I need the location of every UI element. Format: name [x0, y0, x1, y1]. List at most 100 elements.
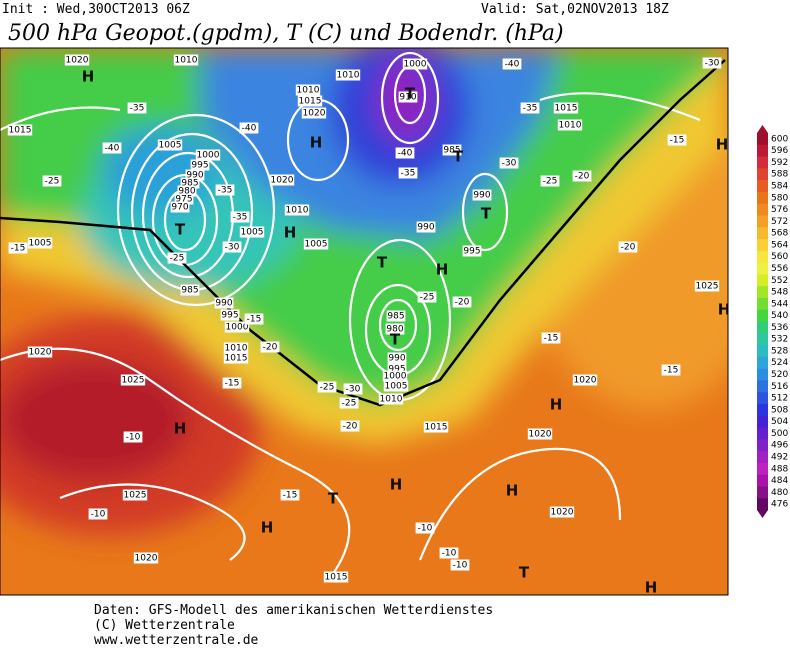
temperature-label-box: [343, 383, 363, 395]
pressure-label-box: [185, 169, 205, 181]
temperature-label-box: [317, 381, 337, 393]
temperature-label-box: [499, 157, 519, 169]
pressure-label-box: [323, 571, 349, 583]
pressure-label-box: [220, 309, 240, 321]
colorbar-label: 520: [771, 370, 788, 380]
temperature-label: -15: [247, 315, 262, 325]
pressure-label: 1020: [271, 176, 294, 186]
temperature-label-box: [123, 431, 143, 443]
colorbar-segment: [757, 239, 768, 252]
pressure-label-box: [378, 393, 404, 405]
pressure-label-box: [442, 144, 462, 156]
temperature-label: -35: [233, 213, 248, 223]
colorbar-label: 508: [771, 405, 788, 415]
temperature-label: -15: [225, 379, 240, 389]
temperature-label: -10: [418, 524, 433, 534]
pressure-label: 1015: [425, 423, 448, 433]
pressure-label: 1010: [225, 344, 248, 354]
temperature-label: -35: [130, 104, 145, 114]
pressure-label: 985: [387, 312, 404, 322]
pressure-label-box: [190, 159, 210, 171]
temperature-label: -25: [543, 177, 558, 187]
colorbar-segment: [757, 191, 768, 205]
temperature-label: -15: [670, 136, 685, 146]
temperature-label: -20: [263, 343, 278, 353]
temperature-label: -30: [225, 243, 240, 253]
temperature-label: -35: [523, 104, 538, 114]
colorbar-label: 592: [771, 158, 788, 168]
pressure-label-box: [214, 297, 234, 309]
colorbar-label: 504: [771, 417, 788, 427]
pressure-label: 1000: [404, 60, 427, 70]
pressure-label: 995: [388, 365, 405, 375]
pressure-label-box: [572, 374, 598, 386]
pressure-label: 1015: [299, 97, 322, 107]
colorbar-segment: [757, 144, 768, 158]
pressure-label: 1010: [175, 56, 198, 66]
pressure-label: 1010: [286, 206, 309, 216]
pressure-label: 1015: [555, 104, 578, 114]
contour-552: [0, 59, 726, 407]
temperature-label: -15: [664, 366, 679, 376]
temperature-label-box: [8, 242, 28, 254]
temperature-label-box: [215, 184, 235, 196]
colorbar-label: 580: [771, 193, 788, 203]
temperature-label-box: [661, 364, 681, 376]
map-frame: [0, 47, 729, 596]
temperature-label-box: [42, 175, 62, 187]
pressure-label-box: [383, 380, 409, 392]
colorbar-label: 528: [771, 346, 788, 356]
pressure-label: 1020: [135, 554, 158, 564]
colorbar-label: 568: [771, 229, 788, 239]
colorbar-segment: [757, 286, 768, 299]
colorbar-label: 484: [771, 476, 788, 486]
pressure-label: 985: [181, 179, 198, 189]
colorbar-label: 564: [771, 240, 788, 250]
temperature-label: -40: [242, 124, 257, 134]
pressure-label-box: [7, 124, 33, 136]
pressure-label-box: [301, 107, 327, 119]
colorbar-label: 572: [771, 217, 788, 227]
temperature-label: -25: [320, 383, 335, 393]
colorbar-label: 548: [771, 288, 788, 298]
colorbar-segment: [757, 321, 768, 334]
colorbar-segment: [757, 262, 768, 275]
title: 500 hPa Geopot.(gpdm), T (C) und Bodendr…: [8, 21, 564, 46]
colorbar-segment: [757, 380, 768, 393]
colorbar-label: 584: [771, 182, 788, 192]
colorbar-label: 516: [771, 382, 788, 392]
colorbar-segment: [757, 309, 768, 322]
temperature-label-box: [239, 122, 259, 134]
temperature-label-box: [230, 211, 250, 223]
pressure-label-box: [387, 363, 407, 375]
pressure-label-box: [549, 506, 575, 518]
temperature-label: -15: [283, 491, 298, 501]
colorbar-label: 512: [771, 394, 788, 404]
colorbar-segment: [757, 462, 768, 476]
colorbar-segment: [757, 227, 768, 240]
pressure-label: 985: [443, 146, 460, 156]
pressure-center: T: [405, 85, 416, 103]
pressure-label: 1020: [29, 348, 52, 358]
pressure-label-box: [27, 237, 53, 249]
colorbar: 6005965925885845805765725685645605565525…: [757, 125, 788, 518]
pressure-label: 1010: [559, 121, 582, 131]
footer-line: Daten: GFS-Modell des amerikanischen Wet…: [94, 603, 493, 618]
temperature-label-box: [702, 57, 722, 69]
colorbar-label: 556: [771, 264, 788, 274]
pressure-center: T: [377, 254, 388, 272]
pressure-label: 1015: [325, 573, 348, 583]
colorbar-segment: [757, 439, 768, 452]
valid-time: Valid: Sat,02NOV2013 18Z: [481, 2, 669, 17]
colorbar-label: 476: [771, 500, 788, 510]
pressure-center: H: [645, 579, 658, 597]
colorbar-label: 524: [771, 358, 788, 368]
pressure-label-box: [157, 139, 183, 151]
pressure-center: T: [390, 331, 401, 349]
temperature-label-box: [572, 170, 592, 182]
colorbar-segment: [757, 498, 768, 511]
temperature-label: -15: [544, 334, 559, 344]
pressure-center: H: [174, 420, 187, 438]
temperature-label-box: [541, 332, 561, 344]
pressure-label: 995: [463, 247, 480, 257]
